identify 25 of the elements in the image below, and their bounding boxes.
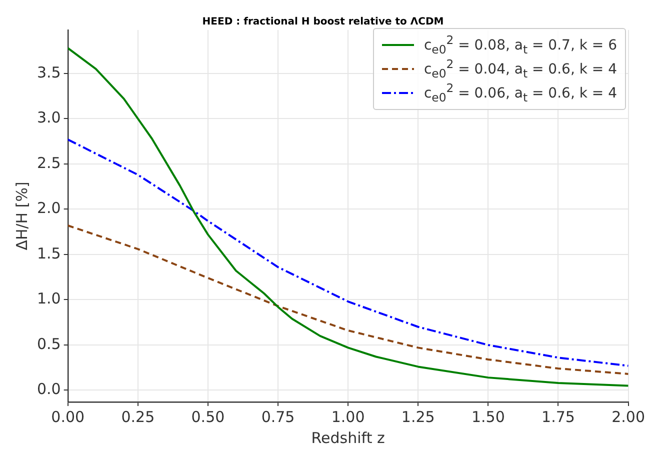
x-tick-label: 0.75 [261, 408, 295, 426]
x-tick-label: 0.00 [51, 408, 85, 426]
line-series [68, 138, 628, 367]
chart-title: HEED : fractional H boost relative to ΛCDM [202, 16, 444, 28]
y-tick-label: 1.5 [36, 244, 61, 262]
legend-label: c$_{e0}$$^{2}$ = 0.08, a$_{t}$ = 0.7, k = 6 [424, 33, 617, 57]
legend-label: c$_{e0}$$^{2}$ = 0.04, a$_{t}$ = 0.6, k = 4 [424, 57, 617, 81]
x-tick-label: 0.25 [121, 408, 155, 426]
x-tick-label: 1.00 [331, 408, 365, 426]
x-tick-label: 1.25 [401, 408, 435, 426]
y-tick-label: 2.5 [36, 154, 61, 172]
y-tick-label: 1.0 [36, 290, 61, 308]
x-tick-label: 1.75 [542, 408, 575, 426]
x-axis-title: Redshift z [311, 428, 385, 447]
y-tick-label: 0.5 [36, 334, 61, 353]
line-series [68, 224, 628, 375]
y-tick-label: 2.0 [36, 199, 61, 218]
y-axis-title: ΔH/H [%] [12, 182, 31, 250]
y-tick-label: 0.0 [36, 380, 61, 398]
x-tick-label: 1.50 [471, 408, 505, 426]
y-tick-label: 3.0 [36, 108, 61, 127]
legend-label: c$_{e0}$$^{2}$ = 0.06, a$_{t}$ = 0.6, k = 4 [424, 81, 617, 105]
x-tick-label: 0.50 [191, 408, 225, 426]
x-tick-label: 2.00 [612, 408, 646, 426]
y-tick-label: 3.5 [36, 63, 61, 82]
